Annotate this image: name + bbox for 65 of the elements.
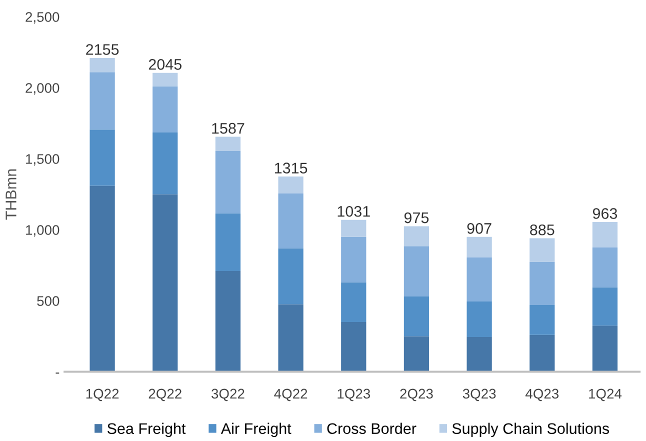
bar xyxy=(466,257,492,302)
legend-label: Cross Border xyxy=(327,422,416,434)
legend-label: Sea Freight xyxy=(107,422,186,438)
bar xyxy=(341,322,366,372)
x-tick-label: 2Q22 xyxy=(148,388,182,402)
y-tick-label: 2,500 xyxy=(26,12,60,24)
bar xyxy=(341,220,366,237)
bar xyxy=(404,336,430,372)
bar xyxy=(278,194,304,248)
bar xyxy=(278,176,304,194)
y-tick-label: 500 xyxy=(37,296,60,306)
annotation: 1031 xyxy=(338,206,370,217)
bar xyxy=(592,248,618,288)
bar xyxy=(341,236,366,282)
bar xyxy=(278,248,304,304)
bar xyxy=(152,132,178,194)
x-tick-label: 4Q22 xyxy=(274,388,308,402)
annotation: 963 xyxy=(592,208,618,219)
bar xyxy=(530,238,555,262)
bar xyxy=(152,86,178,132)
bar xyxy=(90,58,115,72)
x-tick-label: 4Q23 xyxy=(525,388,559,402)
bar xyxy=(466,301,492,337)
bar xyxy=(90,186,115,372)
bar xyxy=(215,136,241,151)
x-tick-label: 3Q23 xyxy=(462,388,496,402)
x-tick-label: 1Q24 xyxy=(589,388,622,402)
bar xyxy=(404,246,430,296)
y-axis-title: THBmn xyxy=(6,169,16,220)
bar xyxy=(404,296,430,336)
y-tick-label: 2,000 xyxy=(26,83,60,95)
bar xyxy=(530,305,555,335)
x-tick-label: 3Q22 xyxy=(212,388,244,402)
bar xyxy=(530,262,555,306)
bar xyxy=(466,236,492,258)
bar xyxy=(592,222,618,248)
annotation: 885 xyxy=(530,224,554,236)
bar xyxy=(215,270,241,372)
x-tick-label: 2Q23 xyxy=(400,388,433,402)
legend-label: Supply Chain Solutions xyxy=(452,422,610,438)
annotation: 1315 xyxy=(274,162,308,174)
bar xyxy=(592,287,618,326)
bar xyxy=(404,226,430,246)
bar xyxy=(152,72,178,86)
bar xyxy=(90,130,115,186)
annotation: 2045 xyxy=(148,59,182,70)
y-tick-label: - xyxy=(56,372,60,374)
y-tick-label: 1,500 xyxy=(26,154,60,166)
legend-label: Air Freight xyxy=(220,422,292,438)
bar xyxy=(152,194,178,372)
annotation: 2155 xyxy=(86,44,119,55)
x-tick-label: 1Q22 xyxy=(86,388,119,402)
bar xyxy=(530,334,555,372)
bar xyxy=(341,282,366,322)
y-tick-label: 1,000 xyxy=(26,225,60,237)
annotation: 907 xyxy=(467,223,492,234)
bar xyxy=(278,304,304,372)
bar xyxy=(90,72,115,130)
x-tick-label: 1Q23 xyxy=(338,388,370,402)
bar xyxy=(466,336,492,372)
annotation: 1587 xyxy=(212,122,244,134)
bar xyxy=(592,326,618,372)
bar xyxy=(215,213,241,271)
bar xyxy=(215,150,241,214)
annotation: 975 xyxy=(404,212,429,224)
